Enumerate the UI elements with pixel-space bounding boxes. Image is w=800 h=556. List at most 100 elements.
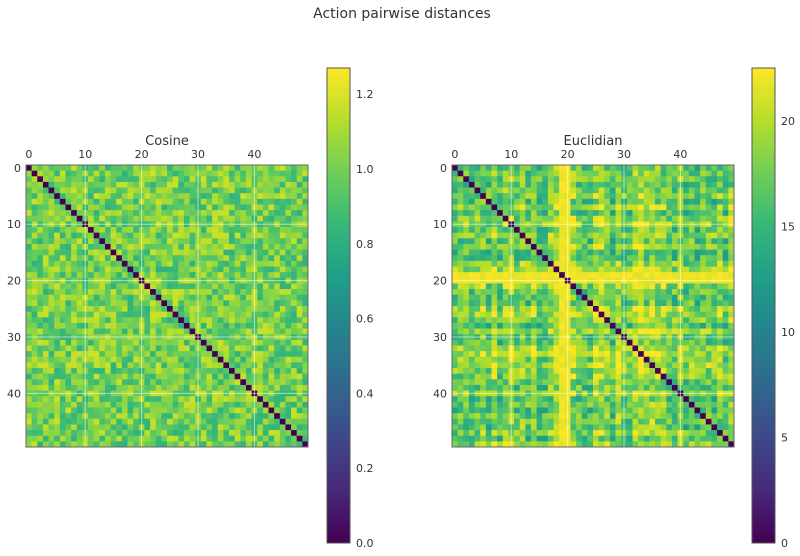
cosine-cell <box>144 176 151 183</box>
euclidian-cell <box>717 373 724 380</box>
euclidian-cell <box>660 294 667 301</box>
cosine-cell <box>302 283 309 290</box>
cosine-cell <box>99 260 106 267</box>
cosine-cell <box>110 255 117 262</box>
cosine-cell <box>183 435 190 442</box>
cosine-cell <box>229 215 236 222</box>
euclidian-cell <box>593 215 599 222</box>
cosine-cell <box>257 198 264 205</box>
cosine-cell <box>285 328 292 335</box>
cosine-cell <box>245 339 252 346</box>
cosine-cell <box>99 193 106 200</box>
euclidian-cell <box>468 198 475 205</box>
cosine-cell <box>183 328 190 335</box>
euclidian-cell <box>666 379 673 386</box>
euclidian-cell <box>559 300 566 307</box>
euclidian-cell <box>717 294 724 301</box>
euclidian-cell <box>542 339 549 346</box>
euclidian-cell <box>688 243 695 250</box>
cosine-cell <box>262 243 269 250</box>
euclidian-cell <box>671 227 678 234</box>
cosine-cell <box>206 193 213 200</box>
euclidian-cell <box>587 396 594 403</box>
cosine-cell <box>206 418 213 425</box>
cosine-cell <box>110 317 117 324</box>
cosine-cell <box>104 181 111 188</box>
euclidian-cell <box>542 418 549 425</box>
euclidian-cell <box>598 187 605 194</box>
euclidian-cell <box>705 255 712 262</box>
cosine-cell <box>37 300 44 307</box>
euclidian-cell <box>559 339 566 346</box>
euclidian-cell <box>547 255 554 262</box>
cosine-cell <box>150 413 157 420</box>
euclidian-cell <box>688 317 695 324</box>
cosine-cell <box>155 283 162 290</box>
cosine-cell <box>178 396 185 403</box>
cosine-cell <box>200 339 207 346</box>
cosine-cell <box>104 345 111 352</box>
cosine-cell <box>161 373 168 380</box>
euclidian-cell <box>452 328 458 335</box>
euclidian-cell <box>480 294 487 301</box>
euclidian-cell <box>660 401 667 408</box>
cosine-cell <box>217 266 224 273</box>
euclidian-cell <box>457 424 464 431</box>
cosine-cell <box>234 187 241 194</box>
euclidian-cell <box>553 294 560 301</box>
cosine-cell <box>274 243 281 250</box>
euclidian-cell <box>587 356 594 363</box>
cosine-cell <box>223 339 230 346</box>
cosine-cell <box>26 339 32 346</box>
euclidian-cell <box>570 198 577 205</box>
cosine-cell <box>240 289 247 296</box>
cosine-cell <box>71 413 78 420</box>
euclidian-cell <box>570 351 577 358</box>
cosine-cell <box>178 339 185 346</box>
cosine-cell <box>65 407 72 414</box>
euclidian-cell <box>705 283 712 290</box>
euclidian-cell <box>587 306 594 312</box>
euclidian-cell <box>502 384 509 391</box>
cosine-cell <box>262 260 269 267</box>
euclidian-cell <box>626 401 633 408</box>
euclidian-cell <box>581 249 588 256</box>
euclidian-cell <box>632 176 639 183</box>
euclidian-cell <box>576 368 583 375</box>
euclidian-cell <box>525 368 532 375</box>
euclidian-cell <box>655 165 662 171</box>
euclidian-cell <box>480 424 487 431</box>
euclidian-cell <box>643 351 650 358</box>
euclidian-cell <box>598 407 605 414</box>
cosine-cell <box>189 283 196 290</box>
euclidian-cell <box>655 311 662 318</box>
euclidian-cell <box>649 181 656 188</box>
cosine-cell <box>257 272 264 279</box>
cosine-cell <box>200 311 207 318</box>
cosine-cell <box>234 328 241 335</box>
cosine-cell <box>268 227 275 234</box>
cosine-cell <box>127 362 134 369</box>
euclidian-cell <box>525 232 532 239</box>
cosine-cell <box>274 441 281 448</box>
cosine-cell <box>178 204 185 211</box>
euclidian-cell <box>722 198 729 205</box>
euclidian-cell <box>547 232 554 239</box>
euclidian-cell <box>626 379 633 386</box>
cosine-colorbar-segment <box>327 440 350 445</box>
cosine-cell <box>245 322 252 329</box>
cosine-cell <box>223 289 230 296</box>
cosine-colorbar-segment <box>327 499 350 504</box>
euclidian-cell <box>587 294 594 301</box>
cosine-cell <box>268 384 275 391</box>
cosine-cell <box>127 272 134 279</box>
euclidian-cell <box>452 424 458 431</box>
cosine-cell <box>172 272 179 279</box>
cosine-cell <box>268 418 275 425</box>
euclidian-cell <box>649 215 656 222</box>
euclidian-cell <box>666 289 673 296</box>
cosine-cell <box>144 243 151 250</box>
euclidian-cell <box>593 193 599 200</box>
cosine-cell <box>133 193 140 200</box>
